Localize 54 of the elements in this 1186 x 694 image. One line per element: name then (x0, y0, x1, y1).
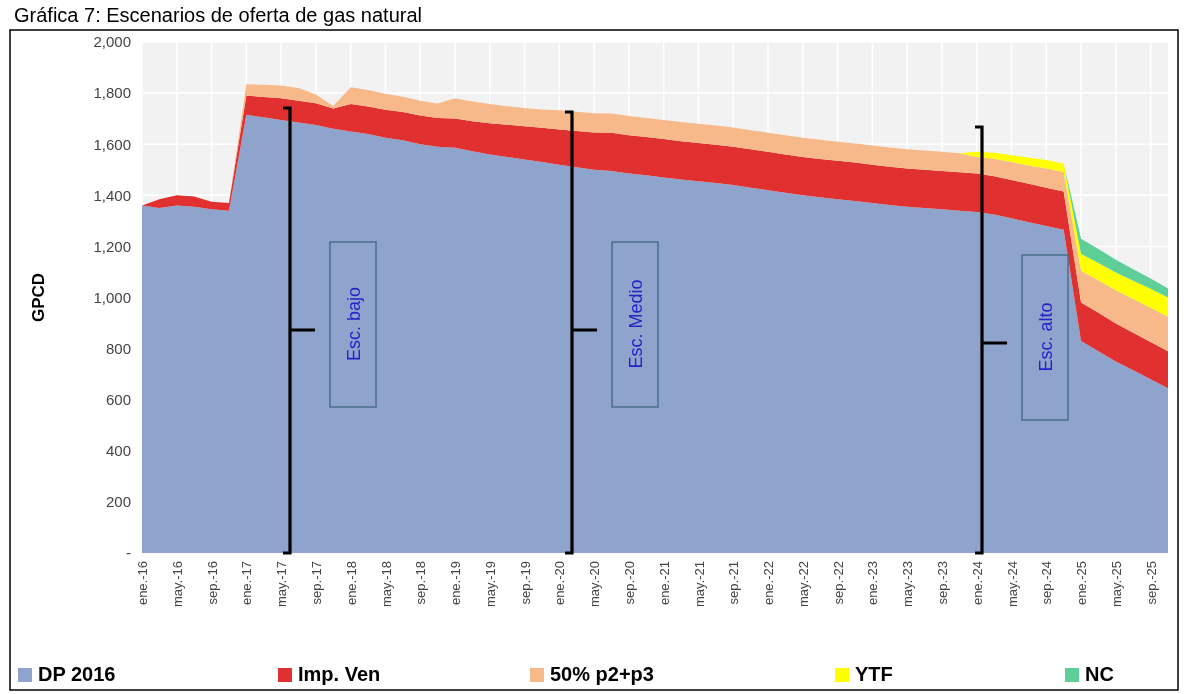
x-tick-label: sep.-23 (934, 561, 950, 605)
x-tick-label: ene.-25 (1074, 561, 1090, 606)
x-tick-label: ene.-19 (448, 561, 464, 606)
legend-label: YTF (855, 663, 893, 685)
x-tick-label: may.-17 (274, 561, 290, 607)
text-box: Esc. bajo (329, 241, 377, 408)
y-tick-label: - (126, 544, 131, 562)
x-tick-label: ene.-23 (865, 561, 881, 606)
x-tick-label: may.-21 (691, 561, 707, 607)
x-tick-label: may.-18 (378, 561, 394, 607)
x-tick-label: ene.-17 (239, 561, 255, 606)
legend-label: DP 2016 (38, 663, 116, 685)
y-tick-label: 1,800 (93, 84, 131, 102)
x-tick-label: sep.-22 (830, 561, 846, 605)
y-tick-label: 1,400 (93, 186, 131, 204)
y-tick-label: 1,600 (93, 135, 131, 153)
y-tick-label: 1,000 (93, 288, 131, 306)
text-box: Esc. alto (1021, 254, 1069, 421)
legend-label: Imp. Ven (298, 663, 381, 685)
legend-label: NC (1085, 663, 1114, 685)
x-tick-label: may.-23 (900, 561, 916, 607)
x-tick-label: may.-24 (1004, 561, 1020, 607)
x-tick-label: sep.-21 (726, 561, 742, 605)
y-tick-label: 200 (105, 493, 131, 511)
x-tick-label: sep.-24 (1039, 561, 1055, 605)
y-tick-label: 800 (105, 339, 131, 357)
chart-title: Gráfica 7: Escenarios de oferta de gas natural (14, 4, 423, 26)
legend-label: 50% p2+p3 (550, 663, 654, 685)
text-box: Esc. Medio (611, 241, 659, 408)
x-tick-label: sep.-16 (204, 561, 220, 605)
x-tick-label: sep.-25 (1143, 561, 1159, 605)
annotation: Esc. alto (1036, 302, 1056, 372)
x-tick-label: may.-20 (587, 561, 603, 607)
x-tick-label: sep.-20 (621, 561, 637, 605)
annotation: Esc. Medio (626, 279, 646, 369)
x-tick-label: sep.-17 (308, 561, 324, 605)
x-tick-label: ene.-24 (969, 561, 985, 606)
y-tick-label: 2,000 (93, 33, 131, 51)
y-tick-label: 1,200 (93, 237, 131, 255)
x-tick-label: ene.-16 (135, 561, 151, 606)
x-tick-label: ene.-20 (552, 561, 568, 606)
x-tick-label: ene.-18 (343, 561, 359, 606)
annotation: Esc. bajo (344, 286, 364, 362)
y-tick-label: 400 (105, 442, 131, 460)
x-tick-label: sep.-19 (517, 561, 533, 605)
x-tick-label: may.-19 (482, 561, 498, 607)
y-tick-label: 600 (105, 391, 131, 408)
x-tick-label: sep.-18 (413, 561, 429, 605)
x-tick-label: may.-16 (169, 561, 185, 607)
x-tick-label: ene.-21 (656, 561, 672, 606)
y-axis-title: GPCD (29, 272, 48, 323)
x-tick-label: may.-25 (1108, 561, 1124, 607)
x-tick-label: ene.-22 (761, 561, 777, 606)
x-tick-label: may.-22 (795, 561, 811, 607)
